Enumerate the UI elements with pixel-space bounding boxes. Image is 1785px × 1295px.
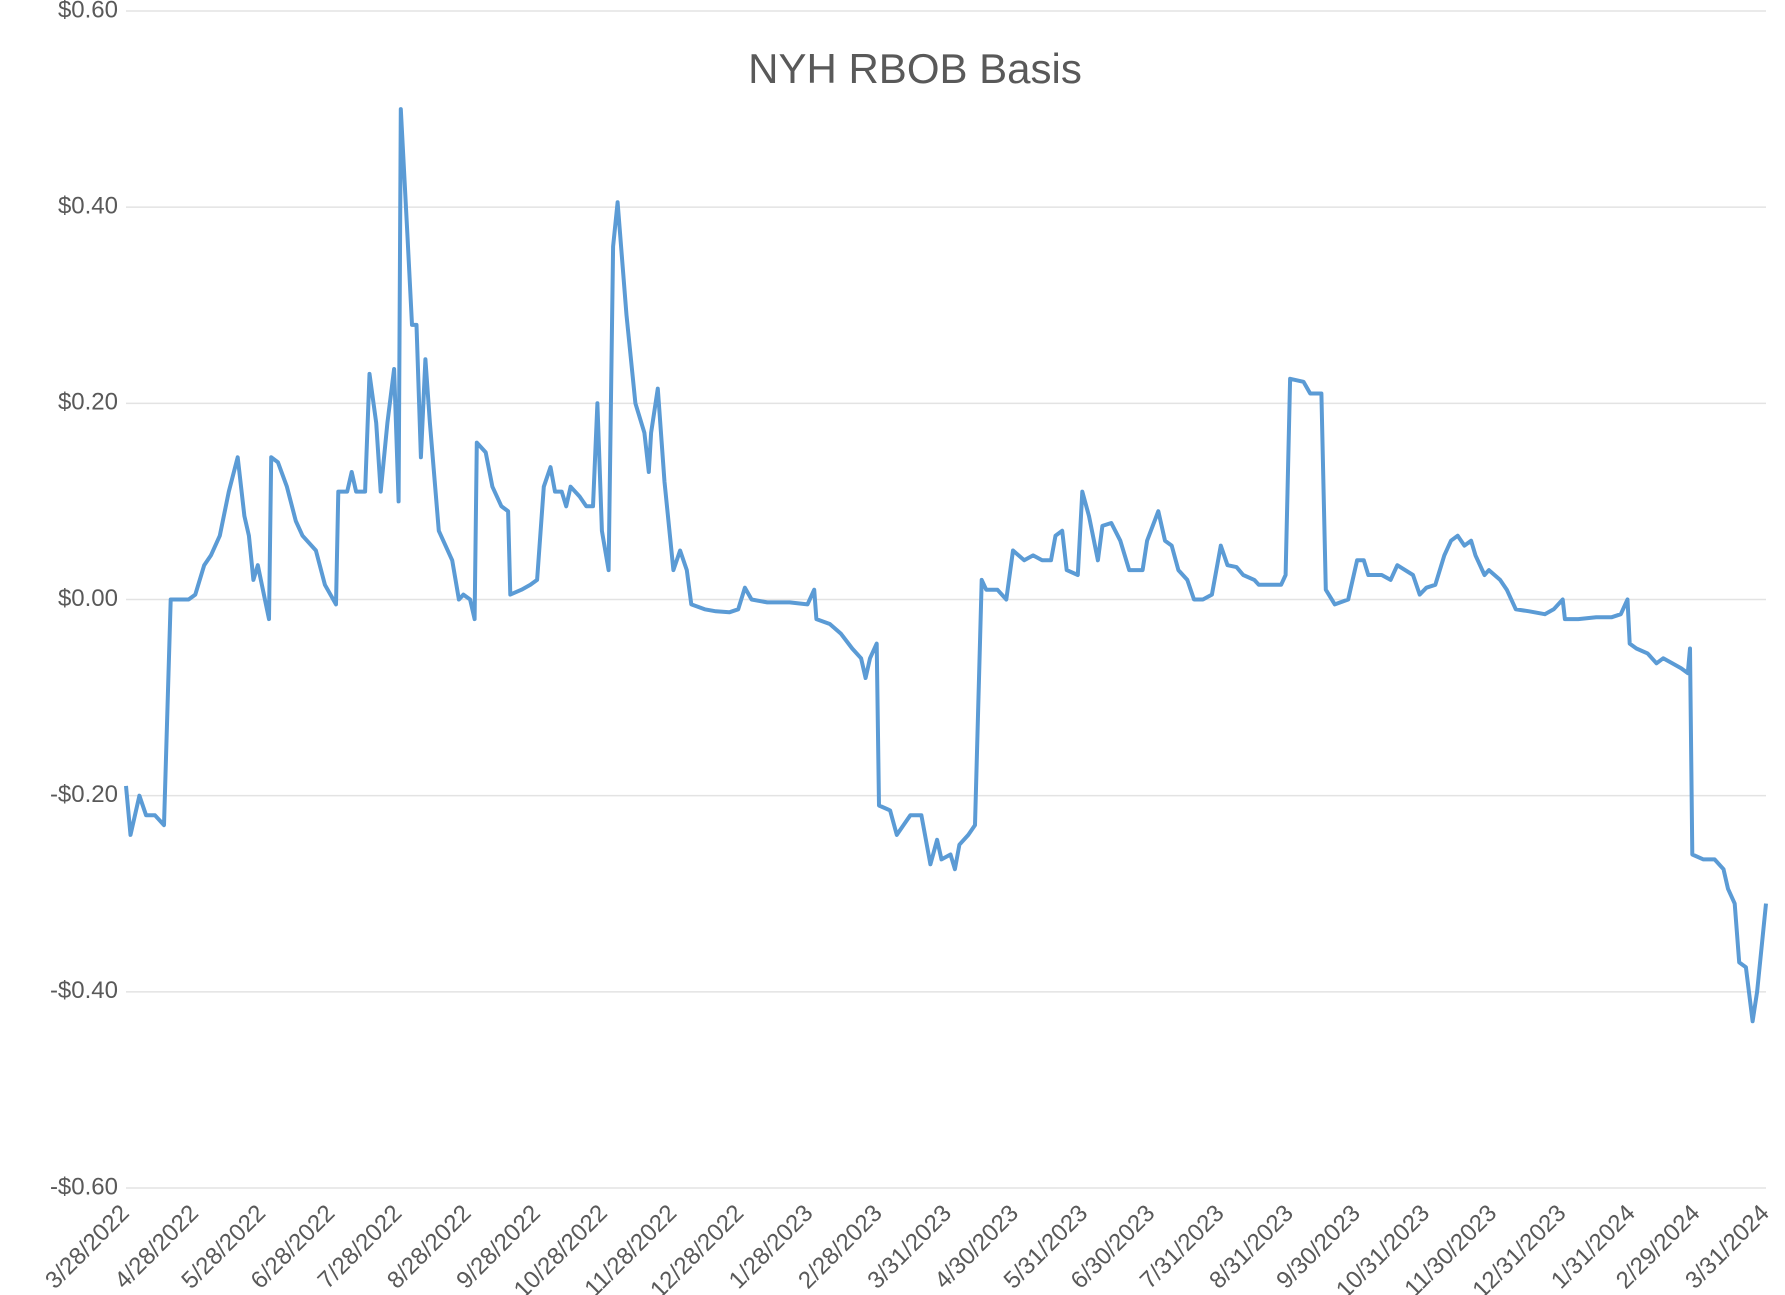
y-tick-label: $0.60 xyxy=(58,0,118,23)
y-tick-label: -$0.60 xyxy=(50,1173,118,1200)
y-tick-label: $0.20 xyxy=(58,389,118,416)
chart-title: NYH RBOB Basis xyxy=(748,45,1082,92)
data-line xyxy=(124,107,1768,1024)
y-tick-label: -$0.40 xyxy=(50,977,118,1004)
y-tick-label: -$0.20 xyxy=(50,781,118,808)
y-tick-label: $0.00 xyxy=(58,585,118,612)
y-tick-label: $0.40 xyxy=(58,193,118,220)
